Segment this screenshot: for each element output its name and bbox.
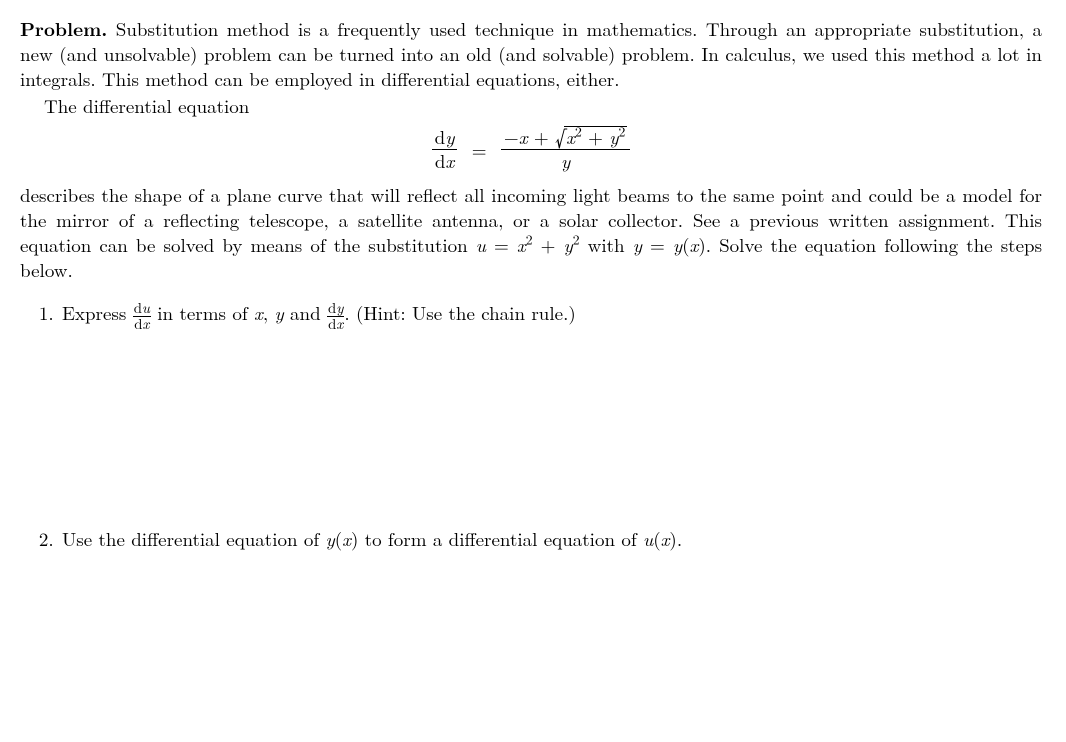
intro-paragraph: Problem. Substitution method is a freque… bbox=[20, 16, 1042, 91]
problem-heading: Problem. bbox=[20, 14, 107, 42]
description-paragraph: describes the shape of a plane curve tha… bbox=[20, 182, 1042, 282]
sqrt: √x2 + y2 bbox=[555, 126, 627, 148]
rhs-fraction: −x + √x2 + y2 y bbox=[501, 126, 630, 172]
intro-text: Substitution method is a frequently used… bbox=[20, 15, 1042, 92]
du-dx: dudx bbox=[133, 301, 151, 332]
lead-in-line: The differential equation bbox=[20, 93, 1042, 118]
equals-sign: = bbox=[464, 137, 495, 162]
step-2: Use the differential equation of y(x) to… bbox=[60, 526, 1042, 551]
lhs-dy-dx: dy dx bbox=[432, 127, 458, 172]
dy-dx-small: dydx bbox=[327, 301, 344, 332]
steps-list: Express dudx in terms of x, y and dydx. … bbox=[20, 300, 1042, 551]
page: Problem. Substitution method is a freque… bbox=[0, 0, 1066, 551]
step-1: Express dudx in terms of x, y and dydx. … bbox=[60, 300, 1042, 331]
display-equation: dy dx = −x + √x2 + y2 y bbox=[20, 126, 1042, 172]
